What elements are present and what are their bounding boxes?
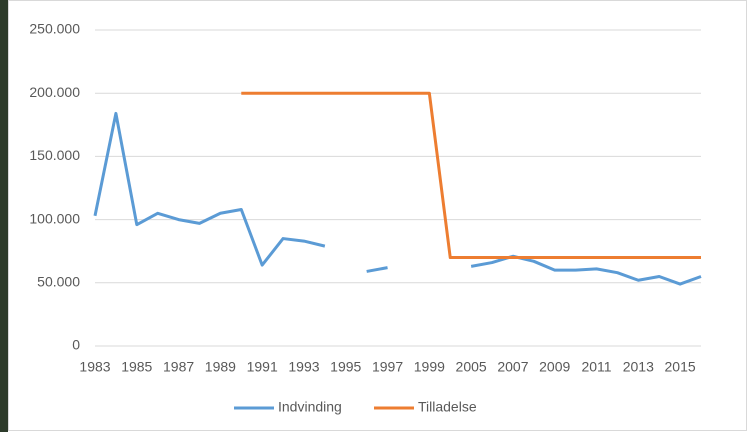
y-tick-label: 150.000 <box>29 147 80 163</box>
legend-label: Indvinding <box>278 399 342 415</box>
x-tick-label: 1991 <box>247 359 278 375</box>
y-tick-label: 100.000 <box>29 210 80 226</box>
chart-area <box>8 0 747 431</box>
legend-label: Tilladelse <box>418 399 477 415</box>
x-tick-label: 2011 <box>581 359 611 375</box>
x-tick-label: 2009 <box>539 359 570 375</box>
y-tick-label: 250.000 <box>29 21 80 37</box>
series-line <box>241 91 701 260</box>
x-tick-label: 2007 <box>497 359 528 375</box>
x-tick-label: 1995 <box>330 359 361 375</box>
x-tick-label: 1997 <box>372 359 403 375</box>
x-tick-label: 1993 <box>288 359 319 375</box>
y-tick-label: 200.000 <box>29 84 80 100</box>
x-tick-label: 1999 <box>414 359 445 375</box>
x-tick-label: 2005 <box>456 359 487 375</box>
background-strip <box>0 0 8 432</box>
x-tick-label: 2015 <box>665 359 696 375</box>
x-tick-label: 1983 <box>79 359 110 375</box>
x-tick-label: 1985 <box>121 359 152 375</box>
x-tick-label: 1989 <box>205 359 236 375</box>
y-tick-label: 50.000 <box>37 274 80 290</box>
y-tick-label: 0 <box>72 337 80 353</box>
x-tick-label: 2013 <box>623 359 654 375</box>
x-tick-label: 1987 <box>163 359 194 375</box>
